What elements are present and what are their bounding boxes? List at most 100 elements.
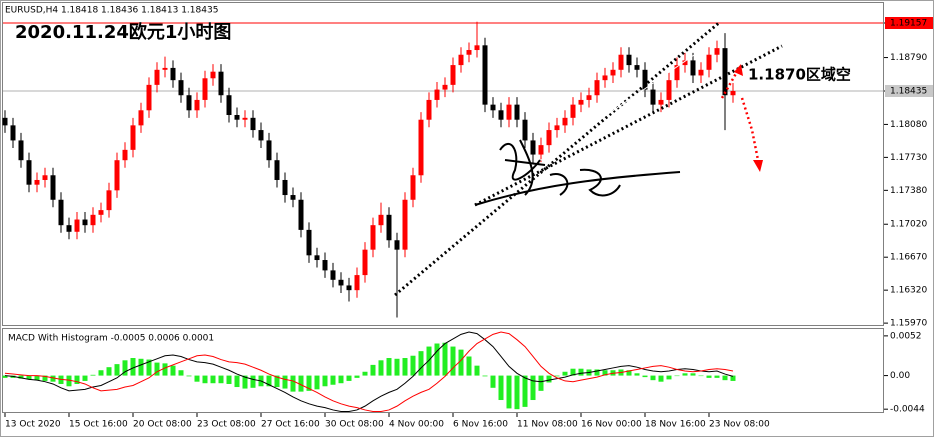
candle-body xyxy=(258,130,264,141)
candle-body xyxy=(530,140,536,155)
candle-body xyxy=(506,104,512,120)
candle-body xyxy=(442,84,448,90)
candle-body xyxy=(130,125,136,150)
candle-body xyxy=(362,249,368,276)
histogram-bar xyxy=(194,375,200,382)
histogram-bar xyxy=(378,360,384,376)
candle-body xyxy=(386,214,392,241)
main-pane-frame xyxy=(2,2,884,326)
candle-body xyxy=(282,179,288,196)
candle-body xyxy=(634,65,640,70)
y-tick-label: 1.18790 xyxy=(890,53,927,63)
y-tick-label: 1.17380 xyxy=(890,186,927,196)
candle-body xyxy=(186,95,192,111)
y-tick-label: 1.16670 xyxy=(890,253,927,263)
arrow-down xyxy=(740,97,760,161)
candle-body xyxy=(562,117,568,126)
y-tick-label: 0.00 xyxy=(890,371,910,381)
candle-body xyxy=(618,54,624,70)
candle-body xyxy=(66,225,72,232)
histogram-bar xyxy=(242,375,248,389)
candle-body xyxy=(330,270,336,280)
macd-line xyxy=(4,331,734,412)
price-label-box xyxy=(885,84,933,97)
candle-body xyxy=(354,275,360,291)
candle-body xyxy=(402,199,408,250)
candle-body xyxy=(714,48,720,55)
y-tick-label: 0.0052 xyxy=(890,331,922,341)
candle-body xyxy=(474,45,480,51)
candle-body xyxy=(50,175,56,200)
histogram-bar xyxy=(522,375,528,407)
y-tick-label: 1.19157 xyxy=(890,18,927,28)
x-tick-label: 18 Nov 16:00 xyxy=(645,420,706,430)
candle-body xyxy=(322,260,328,271)
trend-line xyxy=(394,20,721,297)
candle-body xyxy=(498,110,504,120)
histogram-bar xyxy=(210,375,216,384)
y-tick-label: 1.16320 xyxy=(890,286,927,296)
candle-body xyxy=(242,117,248,120)
candle-body xyxy=(642,69,648,90)
histogram-bar xyxy=(98,370,104,376)
candle-body xyxy=(122,149,128,161)
histogram-bar xyxy=(418,351,424,376)
histogram-bar xyxy=(306,375,312,391)
candle-body xyxy=(26,160,32,185)
candle-body xyxy=(90,214,96,226)
histogram-bar xyxy=(714,375,720,378)
candle-body xyxy=(378,214,384,226)
histogram-bar xyxy=(554,375,560,377)
candle-body xyxy=(58,199,64,226)
histogram-bar xyxy=(106,367,112,376)
candle-body xyxy=(10,125,16,141)
histogram-bar xyxy=(546,375,552,383)
histogram-bar xyxy=(266,375,272,387)
histogram-bar xyxy=(594,369,600,376)
histogram-bar xyxy=(682,373,688,376)
histogram-bar xyxy=(666,375,672,380)
histogram-bar xyxy=(50,375,56,382)
signature xyxy=(474,139,681,206)
x-tick-label: 16 Nov 00:00 xyxy=(581,420,642,430)
histogram-bar xyxy=(434,343,440,376)
candle-body xyxy=(546,130,552,146)
candle-body xyxy=(194,99,200,111)
histogram-bar xyxy=(338,375,344,384)
y-tick-label: 1.18080 xyxy=(890,120,927,130)
histogram-bar xyxy=(730,375,736,381)
histogram-bar xyxy=(658,375,664,382)
price-label-box xyxy=(885,16,933,29)
candle-body xyxy=(522,119,528,141)
histogram-bar xyxy=(562,371,568,376)
candle-body xyxy=(314,255,320,261)
histogram-bar xyxy=(530,375,536,401)
histogram-bar xyxy=(290,375,296,392)
candle-body xyxy=(146,84,152,111)
candle-body xyxy=(138,110,144,126)
histogram-bar xyxy=(74,375,80,384)
x-tick-label: 23 Nov 08:00 xyxy=(709,420,770,430)
chart-title: 2020.11.24欧元1小时图 xyxy=(15,21,231,43)
y-tick-label: 1.15970 xyxy=(890,319,927,329)
histogram-bar xyxy=(330,375,336,385)
x-tick-label: 11 Nov 08:00 xyxy=(517,420,578,430)
candle-body xyxy=(610,69,616,76)
candle-body xyxy=(266,140,272,161)
histogram-bar xyxy=(386,358,392,376)
histogram-bar xyxy=(602,370,608,376)
candle-body xyxy=(346,285,352,291)
histogram-bar xyxy=(650,375,656,381)
histogram-bar xyxy=(42,375,48,381)
candle-body xyxy=(650,89,656,105)
candle-body xyxy=(682,60,688,66)
candle-body xyxy=(730,90,736,96)
candle-body xyxy=(706,54,712,70)
x-tick-label: 4 Nov 00:00 xyxy=(389,420,444,430)
histogram-bar xyxy=(642,375,648,378)
x-tick-label: 15 Oct 16:00 xyxy=(69,420,128,430)
histogram-bar xyxy=(442,342,448,376)
histogram-bar xyxy=(226,375,232,384)
candle-body xyxy=(570,104,576,118)
candle-body xyxy=(210,71,216,79)
